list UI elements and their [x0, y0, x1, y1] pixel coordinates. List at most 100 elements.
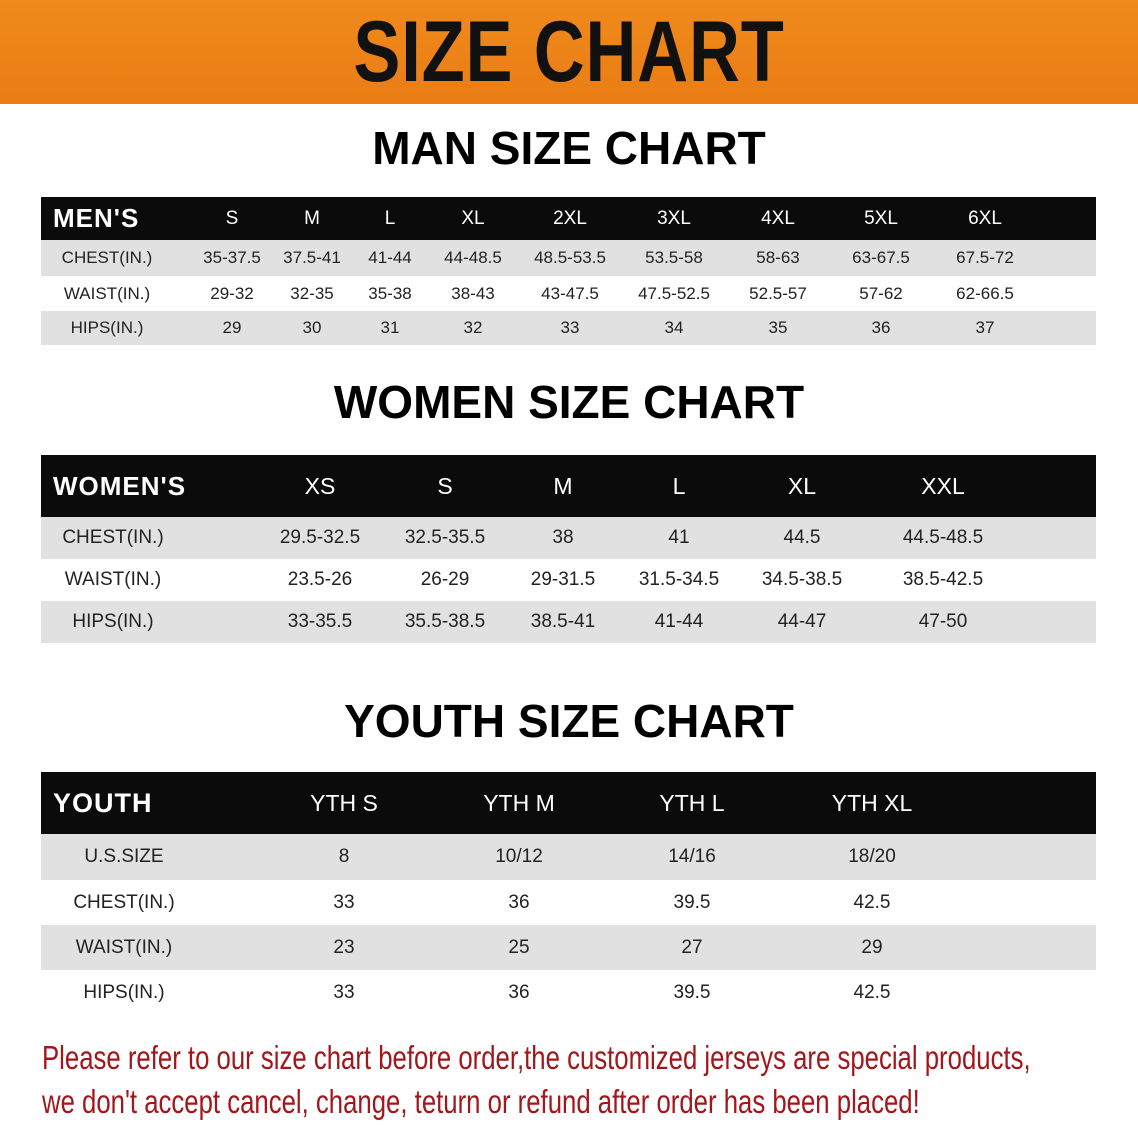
- table-cell: 31.5-34.5: [638, 569, 720, 590]
- table-cell: 26-29: [420, 569, 470, 590]
- table-cell: 8: [338, 846, 350, 867]
- size-header-cell: 2XL: [553, 207, 587, 229]
- table-cell: 52.5-57: [749, 283, 807, 303]
- size-header-cell: YTH M: [483, 789, 555, 816]
- size-header-cell: S: [437, 472, 453, 499]
- table-cell: 38: [552, 527, 574, 548]
- table-cell: 23.5-26: [287, 569, 353, 590]
- table-cell: 34.5-38.5: [761, 569, 843, 590]
- table-cell: 38.5-42.5: [902, 569, 984, 590]
- table-cell: 43-47.5: [541, 283, 599, 303]
- table-cell: 35.5-38.5: [404, 611, 486, 632]
- table-row: CHEST(IN.) 29.5-32.5 32.5-35.5 38 41 44.5 44.5…: [41, 517, 1096, 559]
- table-cell: 33-35.5: [287, 611, 353, 632]
- measure-label: HIPS(IN.): [72, 611, 154, 632]
- measure-label: CHEST(IN.): [61, 248, 153, 267]
- men-size-table: MEN'S S M L XL 2XL 3XL 4XL 5XL 6XL CHEST(IN.) 35-37…: [41, 197, 1096, 345]
- size-header-cell: 5XL: [864, 207, 898, 229]
- table-cell: 29.5-32.5: [279, 527, 361, 548]
- table-cell: 10/12: [495, 846, 543, 867]
- youth-size-table: YOUTH YTH S YTH M YTH L YTH XL U.S.SIZE 8 10/12…: [41, 772, 1096, 1015]
- table-cell: 29: [861, 936, 883, 958]
- measure-label: HIPS(IN.): [70, 318, 144, 337]
- table-cell: 33: [333, 981, 355, 1003]
- size-header-cell: XL: [787, 472, 817, 499]
- table-cell: 37.5-41: [283, 248, 341, 267]
- table-cell: 57-62: [859, 283, 903, 303]
- size-header-cell: YTH L: [659, 789, 725, 816]
- table-cell: 41: [668, 527, 690, 548]
- table-cell: 42.5: [853, 981, 891, 1003]
- measure-label: U.S.SIZE: [84, 846, 164, 867]
- women-header-row: WOMEN'S XS S M L XL XXL: [41, 455, 1096, 517]
- table-row: HIPS(IN.) 33 36 39.5 42.5: [41, 970, 1096, 1015]
- men-header-row: MEN'S S M L XL 2XL 3XL 4XL 5XL 6XL: [41, 197, 1096, 240]
- table-cell: 36: [871, 318, 891, 337]
- table-row: CHEST(IN.) 33 36 39.5 42.5: [41, 880, 1096, 925]
- men-section-title: MAN SIZE CHART: [372, 122, 766, 174]
- table-cell: 38.5-41: [530, 611, 596, 632]
- table-cell: 48.5-53.5: [534, 248, 606, 267]
- table-cell: 63-67.5: [852, 248, 910, 267]
- table-cell: 29-32: [210, 283, 254, 303]
- measure-label: CHEST(IN.): [73, 891, 175, 913]
- table-cell: 47.5-52.5: [638, 283, 710, 303]
- table-cell: 36: [508, 891, 530, 913]
- table-row: CHEST(IN.) 35-37.5 37.5-41 41-44 44-48.5 48.5…: [41, 240, 1096, 276]
- notice-line-2: we don't accept cancel, change, teturn o…: [42, 1083, 920, 1120]
- size-header-cell: XXL: [921, 472, 965, 499]
- size-header-cell: YTH XL: [831, 789, 913, 816]
- table-cell: 36: [508, 981, 530, 1003]
- youth-header-row: YOUTH YTH S YTH M YTH L YTH XL: [41, 772, 1096, 834]
- size-header-cell: XS: [304, 472, 336, 499]
- table-cell: 32.5-35.5: [404, 527, 486, 548]
- table-cell: 35-37.5: [203, 248, 261, 267]
- size-header-cell: M: [304, 207, 320, 229]
- size-header-cell: S: [225, 207, 239, 229]
- table-cell: 33: [560, 318, 580, 337]
- table-cell: 58-63: [756, 248, 800, 267]
- table-row: WAIST(IN.) 29-32 32-35 35-38 38-43 43-47.5 47.…: [41, 276, 1096, 311]
- table-cell: 44-48.5: [444, 248, 502, 267]
- measure-label: WAIST(IN.): [75, 936, 173, 958]
- table-corner-label: YOUTH: [53, 787, 153, 818]
- table-cell: 32: [463, 318, 483, 337]
- table-cell: 31: [380, 318, 400, 337]
- measure-label: WAIST(IN.): [64, 569, 162, 590]
- table-row: WAIST(IN.) 23.5-26 26-29 29-31.5 31.5-34.5 34…: [41, 559, 1096, 601]
- table-cell: 32-35: [290, 283, 334, 303]
- table-cell: 29-31.5: [530, 569, 596, 590]
- size-header-cell: 3XL: [657, 207, 691, 229]
- notice-line-1: Please refer to our size chart before or…: [42, 1039, 1031, 1076]
- table-cell: 39.5: [673, 981, 711, 1003]
- table-cell: 53.5-58: [645, 248, 703, 267]
- table-cell: 44-47: [777, 611, 827, 632]
- size-header-cell: M: [553, 472, 573, 499]
- size-header-cell: YTH S: [310, 789, 378, 816]
- measure-label: HIPS(IN.): [83, 981, 165, 1003]
- table-cell: 38-43: [451, 283, 495, 303]
- table-cell: 47-50: [918, 611, 968, 632]
- table-cell: 67.5-72: [956, 248, 1014, 267]
- banner-title: SIZE CHART: [353, 4, 785, 100]
- women-size-table: WOMEN'S XS S M L XL XXL CHEST(IN.) 29.5-32.5 32.5…: [41, 455, 1096, 643]
- table-cell: 18/20: [848, 846, 896, 867]
- table-cell: 27: [681, 936, 703, 958]
- table-corner-label: WOMEN'S: [53, 470, 187, 501]
- table-cell: 44.5-48.5: [902, 527, 984, 548]
- size-header-cell: 6XL: [968, 207, 1002, 229]
- table-cell: 30: [302, 318, 322, 337]
- table-cell: 41-44: [654, 611, 704, 632]
- table-row: WAIST(IN.) 23 25 27 29: [41, 925, 1096, 970]
- youth-section-title: YOUTH SIZE CHART: [344, 695, 794, 747]
- table-row: HIPS(IN.) 33-35.5 35.5-38.5 38.5-41 41-44 44-…: [41, 601, 1096, 643]
- table-row: HIPS(IN.) 29 30 31 32 33 34 35 36 37: [41, 311, 1096, 345]
- table-cell: 25: [508, 936, 530, 958]
- table-row: U.S.SIZE 8 10/12 14/16 18/20: [41, 834, 1096, 880]
- table-cell: 42.5: [853, 891, 891, 913]
- table-cell: 34: [664, 318, 684, 337]
- table-corner-label: MEN'S: [53, 203, 140, 233]
- table-cell: 29: [222, 318, 242, 337]
- measure-label: CHEST(IN.): [62, 527, 164, 548]
- measure-label: WAIST(IN.): [63, 283, 151, 303]
